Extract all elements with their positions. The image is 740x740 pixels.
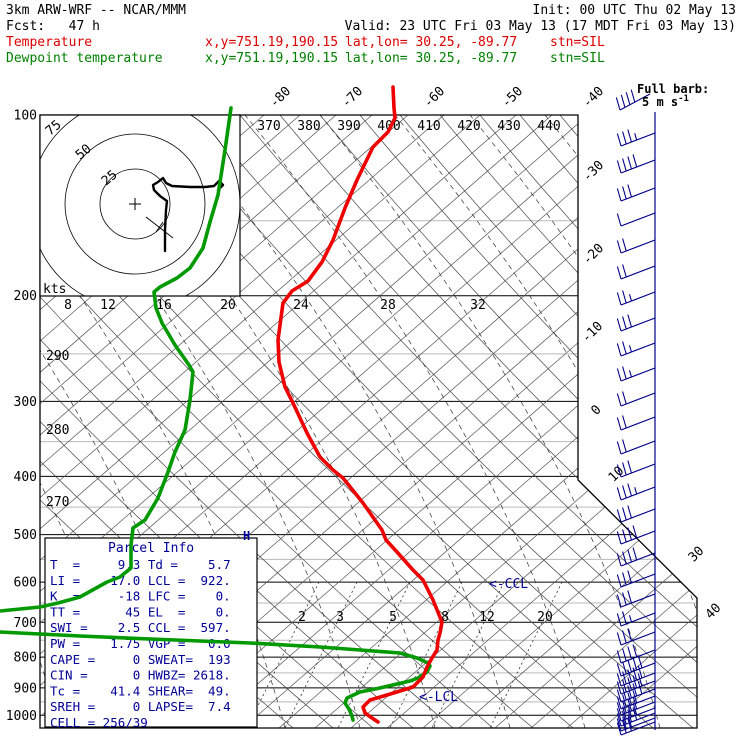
dry-adiabat-label: 430 — [497, 119, 520, 134]
parcel-info-row: CAPE = 0 SWEAT= 193 — [50, 652, 231, 667]
isotherm-label: -10 — [579, 319, 606, 346]
moist-adiabat-label: 8 — [64, 298, 72, 313]
isotherm-label: 40 — [703, 601, 725, 623]
pressure-axis-label: 400 — [14, 470, 37, 485]
temperature-station: stn=SIL — [550, 35, 605, 50]
svg-text:5 m s-1: 5 m s-1 — [642, 94, 689, 109]
dry-adiabat-label: 270 — [46, 495, 69, 510]
moist-adiabat-label: 16 — [156, 298, 172, 313]
moist-adiabat-label: 24 — [293, 298, 309, 313]
pressure-axis-label: 900 — [14, 681, 37, 696]
pressure-axis-label: 100 — [14, 109, 37, 124]
parcel-info-row: CIN = 0 HWBZ= 2618. — [50, 668, 231, 683]
valid-time: Valid: 23 UTC Fri 03 May 13 (17 MDT Fri … — [344, 19, 736, 34]
moist-adiabat-label: 32 — [470, 298, 486, 313]
dewpoint-legend-label: Dewpoint temperature — [6, 51, 163, 66]
parcel-info-title: Parcel Info — [108, 541, 194, 556]
forecast-hour: Fcst: 47 h — [6, 19, 100, 34]
dry-adiabat-label: 390 — [337, 119, 360, 134]
pressure-axis-label: 700 — [14, 616, 37, 631]
mixing-ratio-label: 8 — [441, 610, 449, 625]
dry-adiabat-label: 280 — [46, 423, 69, 438]
pressure-axis-label: 500 — [14, 528, 37, 543]
plot-border — [39, 114, 698, 729]
isotherm-label: 0 — [588, 402, 604, 418]
parcel-info-row: SWI = 2.5 CCL = 597. — [50, 620, 231, 635]
wind-barb-column — [615, 89, 656, 736]
isotherm-label: -20 — [580, 241, 607, 268]
parcel-info-row: Tc = 41.4 SHEAR= 49. — [50, 683, 231, 698]
dry-adiabat-label: 370 — [257, 119, 280, 134]
mixing-ratio-label: 3 — [336, 610, 344, 625]
isotherm-label: -30 — [580, 158, 607, 185]
pressure-axis-label: 1000 — [6, 709, 37, 724]
svg-text:Full barb:: Full barb: — [637, 82, 709, 96]
temperature-legend-label: Temperature — [6, 35, 93, 50]
moist-adiabat-label: 12 — [100, 298, 116, 313]
pressure-axis-label: 800 — [14, 651, 37, 666]
moist-adiabat-label: 20 — [220, 298, 236, 313]
dry-adiabat-label: 420 — [457, 119, 480, 134]
temperature-xy: x,y=751.19,190.15 — [205, 35, 339, 50]
mixing-ratio-label: 2 — [298, 610, 306, 625]
dry-adiabat-label: 380 — [297, 119, 320, 134]
dewpoint-curve — [0, 106, 233, 613]
mixing-ratio-label: 12 — [479, 610, 495, 625]
h-marker: H — [243, 529, 250, 543]
dry-adiabat-label: 410 — [417, 119, 440, 134]
model-title: 3km ARW-WRF -- NCAR/MMM — [6, 3, 187, 18]
pressure-axis-label: 200 — [14, 289, 37, 304]
isotherm-label: -60 — [421, 84, 448, 111]
parcel-info-row: TT = 45 EL = 0. — [50, 604, 231, 619]
parcel-info-row: T = 9.3 Td = 5.7 — [50, 557, 231, 572]
parcel-info-row: SREH = 0 LAPSE= 7.4 — [50, 699, 231, 714]
dewpoint-station: stn=SIL — [550, 51, 605, 66]
parcel-info-row: K = -18 LFC = 0. — [50, 589, 231, 604]
parcel-info-row: LI = 17.0 LCL = 922. — [50, 573, 231, 588]
isotherm-label: -70 — [339, 84, 366, 111]
isotherm-label: -50 — [499, 84, 526, 111]
temperature-latlon: lat,lon= 30.25, -89.77 — [345, 35, 518, 50]
lcl-marker: <-LCL — [419, 690, 458, 705]
hodograph-units-label: kts — [43, 282, 66, 297]
dewpoint-curve — [0, 630, 432, 722]
init-time: Init: 00 UTC Thu 02 May 13 — [532, 3, 737, 18]
mixing-ratio-label: 5 — [389, 610, 397, 625]
dewpoint-latlon: lat,lon= 30.25, -89.77 — [345, 51, 518, 66]
barb-legend: Full barb:5 m s-1 — [637, 82, 709, 109]
moist-adiabat-label: 28 — [380, 298, 396, 313]
parcel-info-row: CELL = 256/39 — [50, 715, 148, 730]
temperature-curve — [276, 85, 444, 724]
isotherm-label: -80 — [267, 84, 294, 111]
pressure-axis-label: 600 — [14, 576, 37, 591]
dry-adiabat-label: 440 — [537, 119, 560, 134]
mixing-ratio-label: 20 — [537, 610, 553, 625]
dewpoint-xy: x,y=751.19,190.15 — [205, 51, 339, 66]
dry-adiabat-label: 290 — [46, 349, 69, 364]
ccl-marker: <-CCL — [489, 577, 528, 592]
isotherm-label: -40 — [580, 84, 607, 111]
hodograph-trace — [151, 176, 225, 253]
isotherm-label: 30 — [686, 544, 708, 566]
pressure-axis-label: 300 — [14, 395, 37, 410]
